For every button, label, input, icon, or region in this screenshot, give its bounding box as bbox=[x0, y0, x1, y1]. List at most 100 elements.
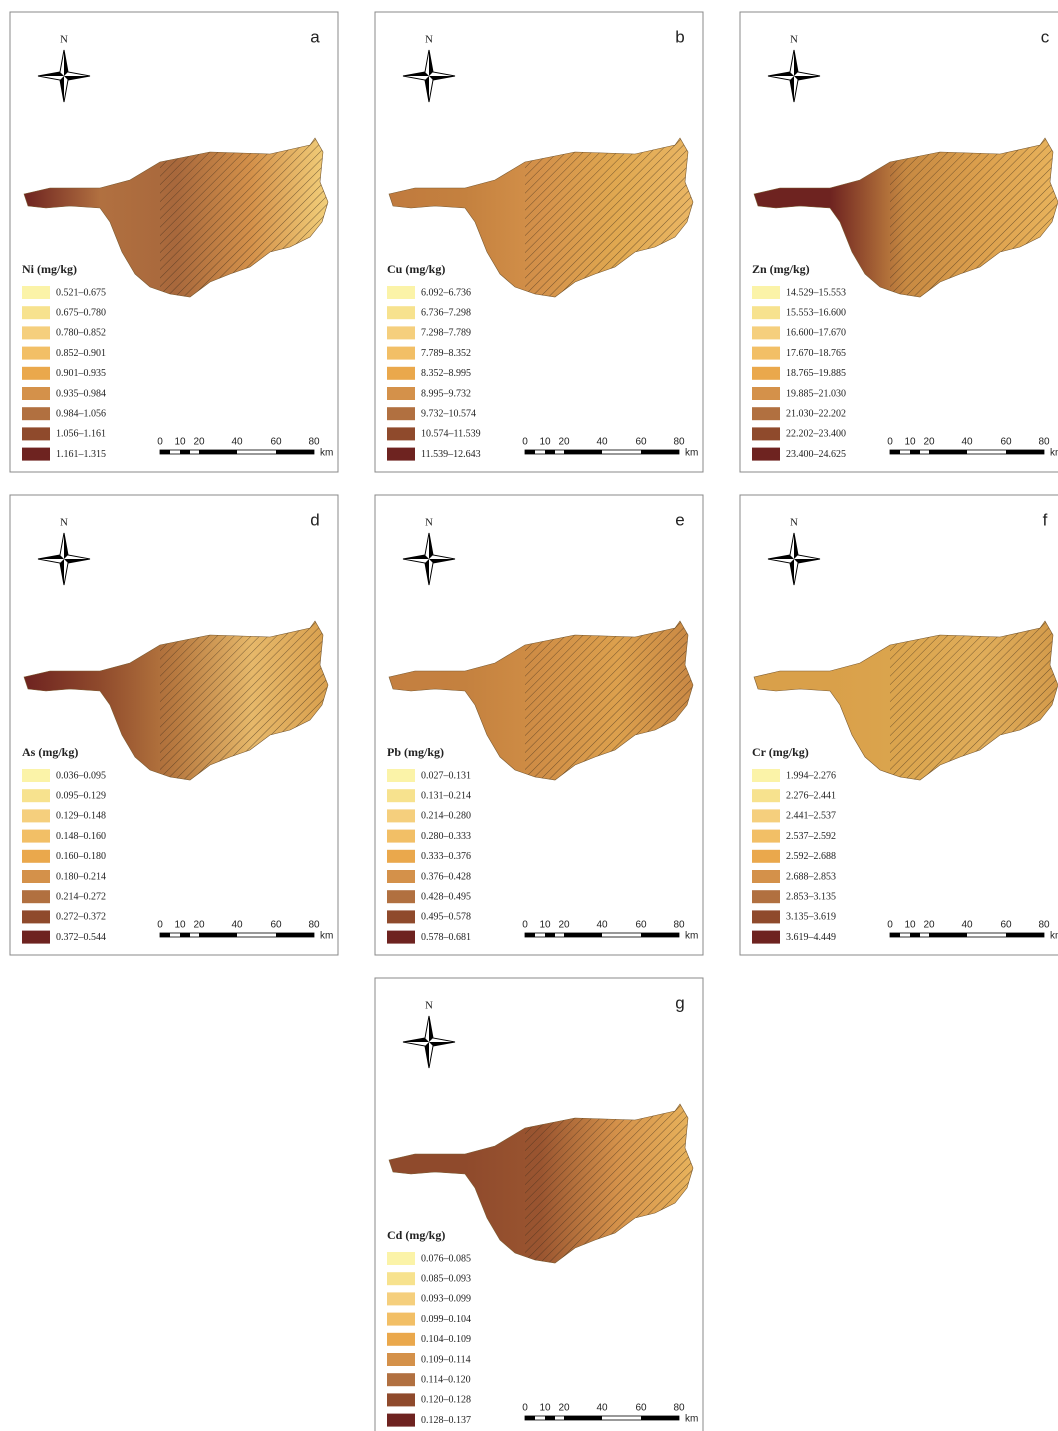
panel-letter: c bbox=[1041, 27, 1050, 46]
scale-bar-segment bbox=[910, 933, 920, 937]
north-label: N bbox=[425, 1000, 433, 1012]
scale-tick-label: 20 bbox=[923, 437, 935, 448]
legend-label: 16.600–17.670 bbox=[786, 328, 846, 339]
legend-label: 22.202–23.400 bbox=[786, 429, 846, 440]
legend-swatch bbox=[22, 286, 50, 299]
scale-tick-label: 80 bbox=[308, 920, 320, 931]
legend-label: 0.280–0.333 bbox=[421, 831, 471, 842]
legend-label: 0.495–0.578 bbox=[421, 912, 471, 923]
legend-label: 0.578–0.681 bbox=[421, 932, 471, 943]
scale-bar-segment bbox=[564, 1416, 602, 1420]
legend-swatch bbox=[387, 769, 415, 782]
legend-label: 2.537–2.592 bbox=[786, 831, 836, 842]
legend-label: 0.099–0.104 bbox=[421, 1314, 471, 1325]
legend-label: 7.789–8.352 bbox=[421, 348, 471, 359]
legend-label: 0.372–0.544 bbox=[56, 932, 106, 943]
scale-tick-label: 80 bbox=[673, 920, 685, 931]
scale-tick-label: 10 bbox=[904, 437, 916, 448]
legend-swatch bbox=[387, 1393, 415, 1406]
legend-swatch bbox=[22, 809, 50, 822]
map-panel: bNCu (mg/kg)6.092–6.7366.736–7.2987.298–… bbox=[375, 12, 703, 472]
legend-swatch bbox=[387, 789, 415, 802]
legend-label: 0.521–0.675 bbox=[56, 287, 106, 298]
page: {"north_label": "N", "scale_bar": {"tick… bbox=[0, 0, 1058, 1431]
legend-label: 0.120–0.128 bbox=[421, 1395, 471, 1406]
scale-tick-label: 0 bbox=[887, 437, 893, 448]
scale-unit: km bbox=[685, 931, 698, 942]
scale-tick-label: 40 bbox=[961, 920, 973, 931]
scale-bar-segment bbox=[199, 450, 237, 454]
scale-tick-label: 20 bbox=[558, 1403, 570, 1414]
legend-label: 14.529–15.553 bbox=[786, 287, 846, 298]
legend-label: 0.076–0.085 bbox=[421, 1253, 471, 1264]
legend-label: 3.619–4.449 bbox=[786, 932, 836, 943]
legend-title: Cr (mg/kg) bbox=[752, 745, 809, 759]
legend-swatch bbox=[752, 789, 780, 802]
legend-label: 0.984–1.056 bbox=[56, 408, 106, 419]
scale-bar-segment bbox=[525, 933, 535, 937]
scale-tick-label: 40 bbox=[961, 437, 973, 448]
scale-tick-label: 40 bbox=[596, 920, 608, 931]
legend-label: 2.276–2.441 bbox=[786, 790, 836, 801]
legend-swatch bbox=[22, 870, 50, 883]
legend-label: 2.853–3.135 bbox=[786, 891, 836, 902]
legend-swatch bbox=[22, 931, 50, 944]
legend-swatch bbox=[387, 1353, 415, 1366]
scale-bar-segment bbox=[180, 450, 190, 454]
legend-swatch bbox=[22, 407, 50, 420]
scale-bar-segment bbox=[641, 1416, 679, 1420]
legend-swatch bbox=[22, 306, 50, 319]
legend-swatch bbox=[752, 769, 780, 782]
scale-bar-segment bbox=[890, 450, 900, 454]
legend-label: 0.333–0.376 bbox=[421, 851, 471, 862]
legend-swatch bbox=[22, 326, 50, 339]
scale-unit: km bbox=[320, 448, 333, 459]
scale-bar-segment bbox=[160, 933, 170, 937]
legend-swatch bbox=[22, 890, 50, 903]
map-panel: eNPb (mg/kg)0.027–0.1310.131–0.2140.214–… bbox=[375, 495, 703, 955]
legend-label: 19.885–21.030 bbox=[786, 388, 846, 399]
legend-label: 0.160–0.180 bbox=[56, 851, 106, 862]
legend-title: Zn (mg/kg) bbox=[752, 262, 810, 276]
legend-label: 0.675–0.780 bbox=[56, 307, 106, 318]
scale-tick-label: 40 bbox=[231, 437, 243, 448]
legend-swatch bbox=[387, 910, 415, 923]
legend-label: 1.161–1.315 bbox=[56, 449, 106, 460]
legend-label: 2.441–2.537 bbox=[786, 811, 836, 822]
scale-bar-segment bbox=[199, 933, 237, 937]
legend-swatch bbox=[387, 347, 415, 360]
north-label: N bbox=[60, 517, 68, 529]
scale-bar-segment bbox=[929, 450, 967, 454]
legend-swatch bbox=[387, 1333, 415, 1346]
scale-bar-segment bbox=[525, 450, 535, 454]
legend-swatch bbox=[22, 789, 50, 802]
legend-swatch bbox=[22, 387, 50, 400]
legend-swatch bbox=[752, 427, 780, 440]
scale-tick-label: 40 bbox=[596, 437, 608, 448]
legend-title: Ni (mg/kg) bbox=[22, 262, 77, 276]
scale-tick-label: 60 bbox=[635, 920, 647, 931]
legend-swatch bbox=[752, 931, 780, 944]
scale-tick-label: 0 bbox=[887, 920, 893, 931]
legend-swatch bbox=[752, 870, 780, 883]
scale-tick-label: 80 bbox=[308, 437, 320, 448]
scale-tick-label: 60 bbox=[1000, 920, 1012, 931]
scale-bar-segment bbox=[1006, 450, 1044, 454]
scale-bar-segment bbox=[910, 450, 920, 454]
legend-swatch bbox=[22, 448, 50, 461]
legend-swatch bbox=[22, 850, 50, 863]
map-panel: gNCd (mg/kg)0.076–0.0850.085–0.0930.093–… bbox=[375, 978, 703, 1431]
scale-tick-label: 10 bbox=[539, 437, 551, 448]
legend-label: 1.994–2.276 bbox=[786, 770, 836, 781]
legend-swatch bbox=[387, 286, 415, 299]
legend-swatch bbox=[752, 407, 780, 420]
scale-tick-label: 80 bbox=[673, 437, 685, 448]
legend-title: Cd (mg/kg) bbox=[387, 1228, 445, 1242]
legend-label: 0.128–0.137 bbox=[421, 1415, 471, 1426]
legend-swatch bbox=[22, 427, 50, 440]
scale-tick-label: 0 bbox=[522, 437, 528, 448]
legend-label: 11.539–12.643 bbox=[421, 449, 481, 460]
panel-letter: g bbox=[675, 993, 684, 1012]
legend-label: 0.129–0.148 bbox=[56, 811, 106, 822]
